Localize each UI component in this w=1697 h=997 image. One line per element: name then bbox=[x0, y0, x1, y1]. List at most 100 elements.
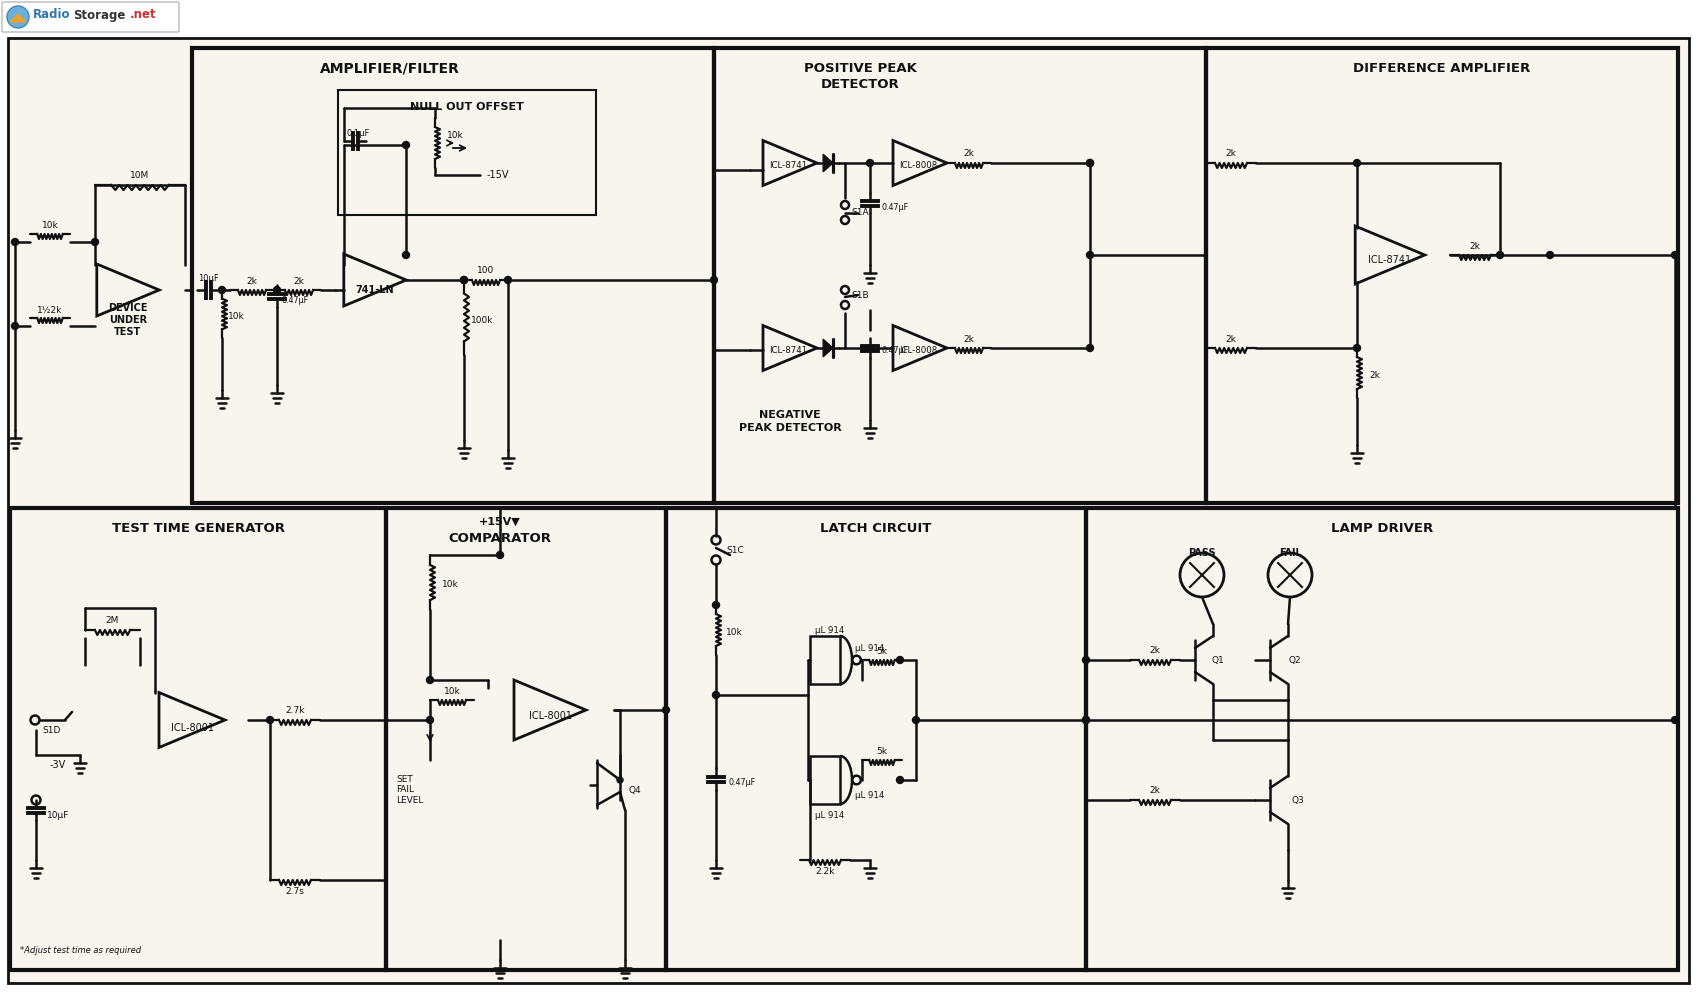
Circle shape bbox=[1083, 656, 1089, 663]
Circle shape bbox=[662, 707, 670, 714]
FancyBboxPatch shape bbox=[2, 2, 178, 32]
Text: 10k: 10k bbox=[227, 311, 244, 320]
Text: 2.2k: 2.2k bbox=[815, 866, 835, 875]
Circle shape bbox=[1546, 251, 1553, 258]
Bar bbox=[665, 508, 1086, 970]
Text: NULL OUT OFFSET: NULL OUT OFFSET bbox=[411, 102, 524, 112]
Circle shape bbox=[1086, 160, 1093, 166]
Text: 2k: 2k bbox=[1369, 371, 1380, 380]
Circle shape bbox=[1086, 345, 1093, 352]
Text: S1A: S1A bbox=[852, 207, 869, 216]
Text: S1B: S1B bbox=[852, 290, 869, 299]
Text: ICL-8001: ICL-8001 bbox=[170, 723, 214, 733]
Text: ICL-8741: ICL-8741 bbox=[1368, 255, 1412, 265]
Circle shape bbox=[896, 777, 903, 784]
Circle shape bbox=[266, 717, 273, 724]
Text: 10μF: 10μF bbox=[197, 273, 219, 282]
Text: S1C: S1C bbox=[726, 545, 743, 554]
Text: ICL-8741: ICL-8741 bbox=[769, 346, 808, 355]
Text: 10M: 10M bbox=[131, 170, 149, 179]
Text: -3V: -3V bbox=[49, 760, 66, 770]
Circle shape bbox=[497, 551, 504, 558]
Text: FAIL: FAIL bbox=[1278, 548, 1302, 558]
Text: 10k: 10k bbox=[42, 220, 58, 229]
Text: 2k: 2k bbox=[1225, 335, 1237, 344]
Text: ICL-8001: ICL-8001 bbox=[528, 711, 572, 721]
Text: 2k: 2k bbox=[1149, 786, 1161, 795]
Bar bbox=[1207, 48, 1678, 503]
Text: DETECTOR: DETECTOR bbox=[821, 78, 899, 91]
Text: Q1: Q1 bbox=[1212, 655, 1224, 664]
Circle shape bbox=[426, 717, 433, 724]
Text: 100k: 100k bbox=[470, 315, 494, 324]
Text: 2M: 2M bbox=[105, 615, 119, 624]
Text: Q4: Q4 bbox=[628, 786, 641, 795]
Circle shape bbox=[92, 238, 98, 245]
Text: 5k: 5k bbox=[876, 646, 888, 655]
Text: 2k: 2k bbox=[1149, 645, 1161, 654]
Circle shape bbox=[1672, 251, 1678, 258]
Text: 1½2k: 1½2k bbox=[37, 305, 63, 314]
Polygon shape bbox=[823, 155, 833, 171]
Circle shape bbox=[402, 142, 409, 149]
Text: LAMP DRIVER: LAMP DRIVER bbox=[1330, 521, 1434, 534]
Text: S1D: S1D bbox=[42, 726, 61, 735]
Text: TEST: TEST bbox=[114, 327, 141, 337]
Circle shape bbox=[460, 276, 467, 283]
Circle shape bbox=[867, 345, 874, 352]
Text: 0.1μF: 0.1μF bbox=[346, 129, 370, 138]
Text: COMPARATOR: COMPARATOR bbox=[448, 531, 552, 544]
Bar bbox=[714, 48, 1207, 503]
Text: μL 914: μL 914 bbox=[815, 625, 845, 634]
Circle shape bbox=[273, 286, 280, 293]
Circle shape bbox=[1672, 717, 1678, 724]
Text: Q2: Q2 bbox=[1288, 655, 1302, 664]
Text: ICL-8008: ICL-8008 bbox=[899, 161, 937, 169]
Text: 10k: 10k bbox=[726, 627, 742, 636]
Text: DIFFERENCE AMPLIFIER: DIFFERENCE AMPLIFIER bbox=[1354, 62, 1531, 75]
Circle shape bbox=[1086, 160, 1093, 166]
Circle shape bbox=[713, 601, 720, 608]
Text: ICL-8741: ICL-8741 bbox=[769, 161, 808, 169]
Circle shape bbox=[1083, 717, 1089, 724]
Text: 0.47μF: 0.47μF bbox=[881, 346, 908, 355]
Text: μL 914: μL 914 bbox=[855, 791, 884, 800]
Circle shape bbox=[913, 717, 920, 724]
Circle shape bbox=[1086, 251, 1093, 258]
Text: 10μF: 10μF bbox=[48, 811, 70, 820]
Circle shape bbox=[504, 276, 511, 283]
Text: LATCH CIRCUIT: LATCH CIRCUIT bbox=[820, 521, 932, 534]
Polygon shape bbox=[10, 14, 25, 22]
Text: 2k: 2k bbox=[964, 150, 974, 159]
Text: 100: 100 bbox=[477, 265, 494, 274]
Bar bbox=[10, 508, 385, 970]
Bar bbox=[385, 508, 665, 970]
Circle shape bbox=[426, 677, 433, 684]
Text: ICL-8008: ICL-8008 bbox=[899, 346, 937, 355]
Text: 2k: 2k bbox=[294, 276, 304, 285]
Text: 2k: 2k bbox=[1470, 241, 1480, 250]
Text: 0.47μF: 0.47μF bbox=[282, 295, 309, 304]
Text: 2k: 2k bbox=[246, 276, 258, 285]
Text: 0.47μF: 0.47μF bbox=[881, 202, 908, 211]
Text: POSITIVE PEAK: POSITIVE PEAK bbox=[804, 62, 916, 75]
Text: UNDER: UNDER bbox=[109, 315, 148, 325]
Bar bbox=[192, 48, 714, 503]
Text: +15V▼: +15V▼ bbox=[479, 517, 521, 527]
Text: 2.7k: 2.7k bbox=[285, 706, 305, 715]
Text: 5k: 5k bbox=[876, 747, 888, 756]
Text: Radio: Radio bbox=[32, 9, 71, 22]
Circle shape bbox=[711, 276, 718, 283]
Text: 2k: 2k bbox=[964, 335, 974, 344]
Polygon shape bbox=[823, 339, 833, 357]
Circle shape bbox=[12, 238, 19, 245]
Text: 2k: 2k bbox=[1225, 150, 1237, 159]
Circle shape bbox=[460, 276, 467, 283]
Text: Q3: Q3 bbox=[1291, 796, 1305, 805]
Text: TEST TIME GENERATOR: TEST TIME GENERATOR bbox=[112, 521, 285, 534]
Circle shape bbox=[12, 322, 19, 329]
Text: *Adjust test time as required: *Adjust test time as required bbox=[20, 945, 141, 954]
Text: NEGATIVE: NEGATIVE bbox=[759, 410, 821, 420]
Bar bbox=[1086, 508, 1678, 970]
Text: -15V: -15V bbox=[487, 170, 509, 180]
